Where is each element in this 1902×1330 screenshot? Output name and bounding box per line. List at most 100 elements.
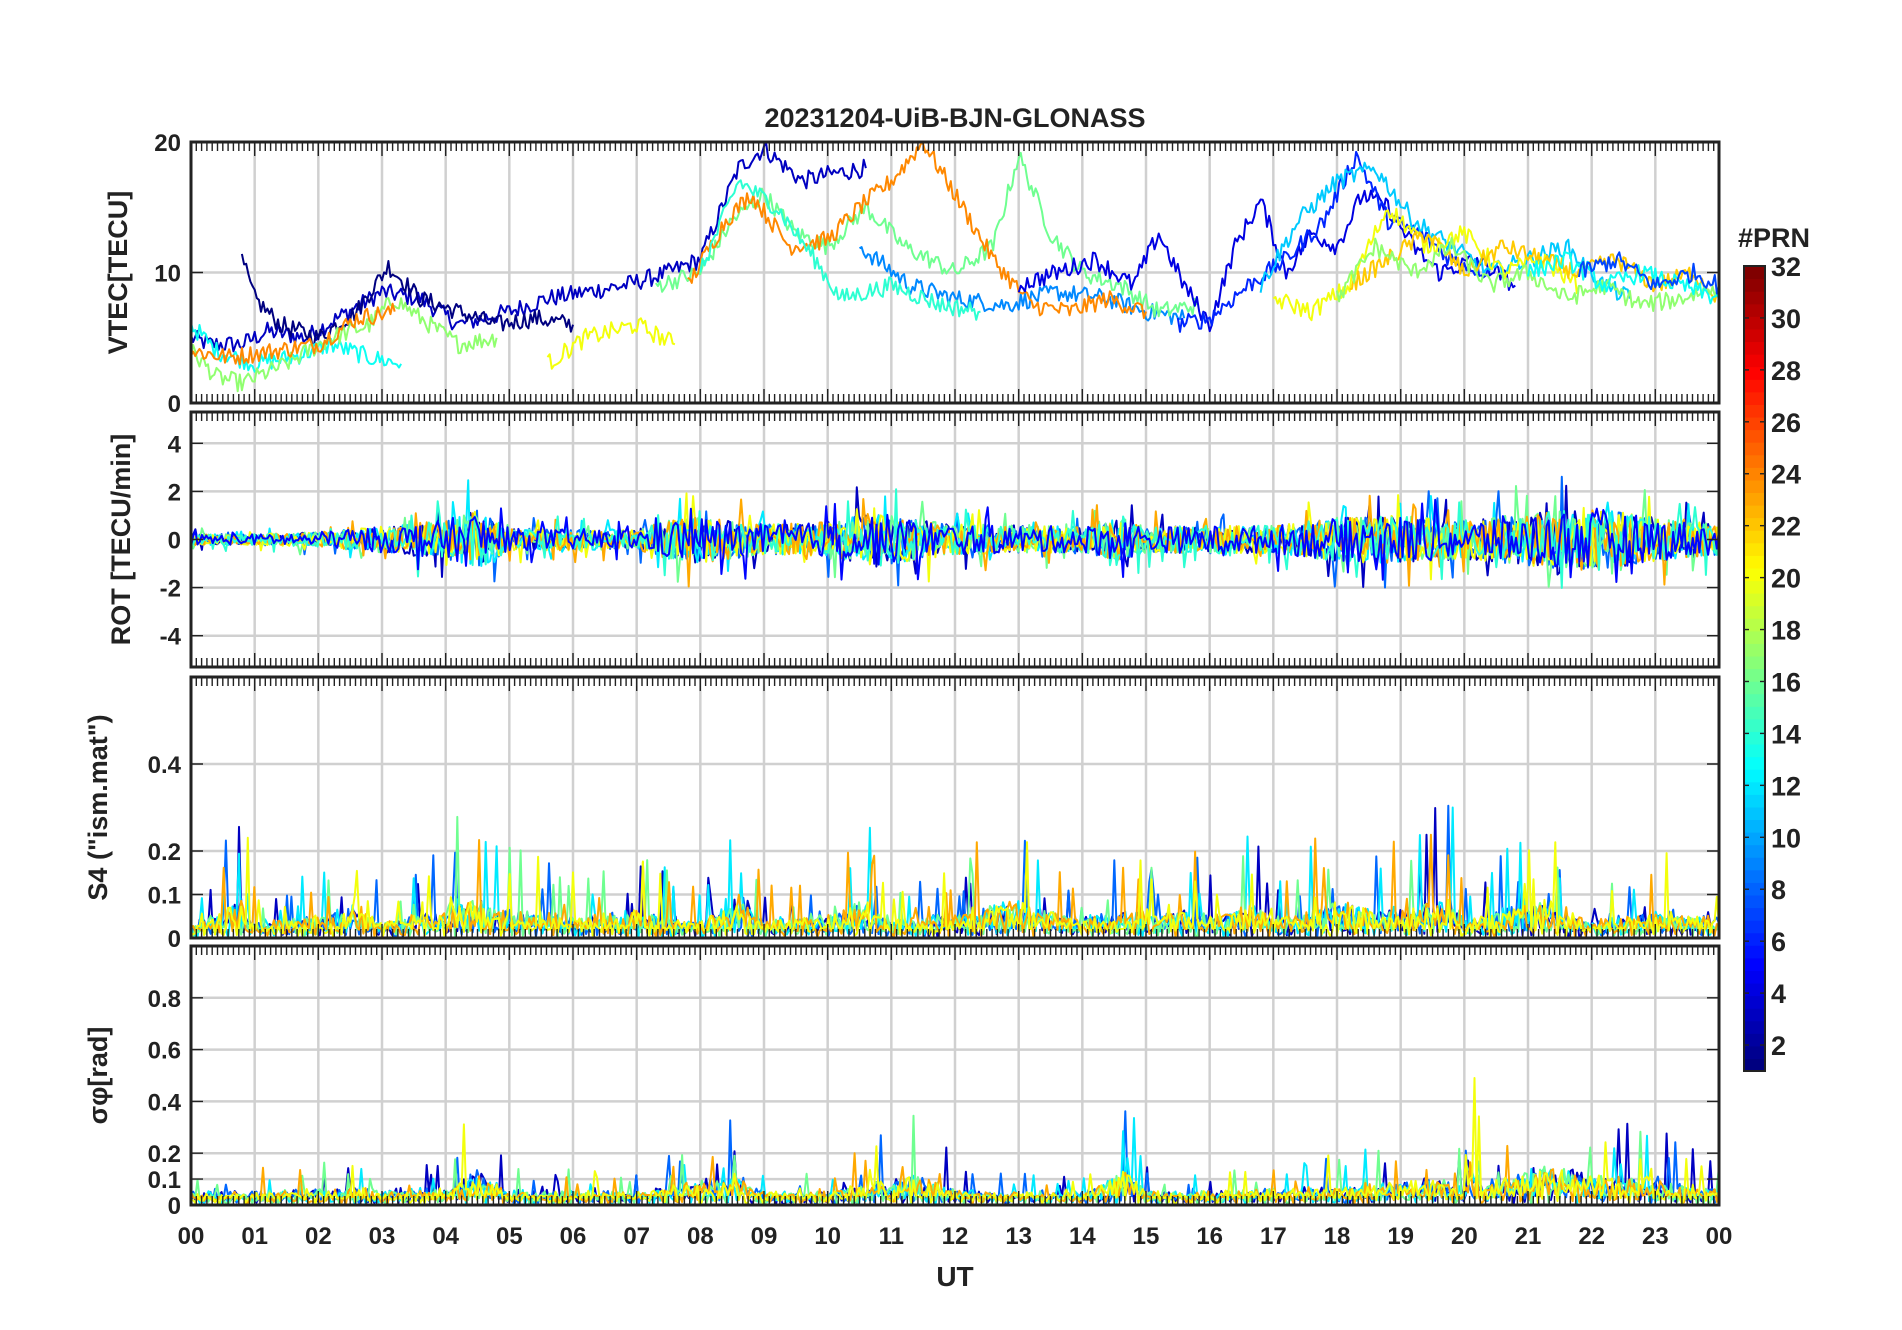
colorbar-segment <box>1744 316 1765 330</box>
colorbar-segment <box>1744 530 1765 544</box>
chart-title: 20231204-UiB-BJN-GLONASS <box>764 103 1145 133</box>
y-tick-label: 0 <box>168 528 181 555</box>
series-prn-1 <box>240 253 574 346</box>
colorbar-segment <box>1744 907 1765 921</box>
x-tick-label: 19 <box>1387 1223 1414 1250</box>
x-tick-label: 08 <box>687 1223 714 1250</box>
x-tick-label: 18 <box>1324 1223 1351 1250</box>
x-tick-label: 21 <box>1515 1223 1542 1250</box>
x-tick-label: 05 <box>496 1223 523 1250</box>
colorbar-segment <box>1744 593 1765 607</box>
colorbar-segment <box>1744 706 1765 720</box>
series-prn-17 <box>191 297 498 393</box>
colorbar-title: #PRN <box>1738 223 1810 253</box>
colorbar-segment <box>1744 291 1765 305</box>
colorbar-segment <box>1744 769 1765 783</box>
colorbar-segment <box>1744 945 1765 959</box>
y-tick-label: 10 <box>154 261 181 288</box>
colorbar-tick-label: 18 <box>1771 616 1801 646</box>
colorbar-segment <box>1744 517 1765 531</box>
x-tick-label: 03 <box>369 1223 396 1250</box>
x-tick-label: 01 <box>241 1223 268 1250</box>
colorbar-segment <box>1744 504 1765 519</box>
colorbar-segment <box>1744 618 1765 632</box>
colorbar-tick-label: 28 <box>1771 356 1801 386</box>
colorbar-segment <box>1744 794 1765 808</box>
x-tick-label: 12 <box>942 1223 969 1250</box>
series-prn-4 <box>1017 189 1516 333</box>
x-tick-label: 10 <box>814 1223 841 1250</box>
colorbar-segment <box>1744 655 1765 670</box>
colorbar-segment <box>1744 957 1765 971</box>
colorbar-segment <box>1744 668 1765 682</box>
y-tick-label: -2 <box>160 576 181 603</box>
y-tick-label: 20 <box>154 130 181 157</box>
x-tick-label: 04 <box>432 1223 459 1250</box>
x-tick-label: 00 <box>1706 1223 1733 1250</box>
x-tick-label: 11 <box>879 1223 904 1250</box>
y-axis-label: VTEC[TECU] <box>103 191 133 355</box>
y-tick-label: 0 <box>168 391 181 418</box>
colorbar-segment <box>1744 467 1765 481</box>
x-tick-label: 00 <box>178 1223 205 1250</box>
y-ticks <box>191 763 1719 939</box>
series-prn-13 <box>1527 251 1719 305</box>
colorbar-segment <box>1744 731 1765 745</box>
x-tick-label: 02 <box>305 1223 332 1250</box>
colorbar-segment <box>1744 442 1765 456</box>
colorbar-segment <box>1744 718 1765 732</box>
colorbar-segment <box>1744 832 1765 846</box>
colorbar-segment <box>1744 1020 1765 1034</box>
colorbar-segment <box>1744 681 1765 695</box>
colorbar-segment <box>1744 580 1765 594</box>
colorbar-segment <box>1744 781 1765 795</box>
colorbar-segment <box>1744 542 1765 556</box>
colorbar-tick-label: 26 <box>1771 408 1801 438</box>
y-ticks <box>191 997 1719 1206</box>
series-prn-24 <box>191 302 396 366</box>
x-ticks <box>190 946 1720 1205</box>
colorbar-segment <box>1744 932 1765 946</box>
y-tick-label: 0.6 <box>148 1038 181 1065</box>
y-tick-label: 0.8 <box>148 986 181 1013</box>
series-prn-9 <box>859 246 1186 325</box>
x-tick-label: 17 <box>1260 1223 1287 1250</box>
colorbar-segment <box>1744 982 1765 997</box>
x-tick-label: 06 <box>560 1223 587 1250</box>
x-tick-label: 16 <box>1196 1223 1223 1250</box>
y-tick-label: 0 <box>168 1193 181 1220</box>
colorbar-segment <box>1744 693 1765 707</box>
colorbar-frame <box>1743 265 1766 1072</box>
colorbar-tick-label: 32 <box>1771 252 1801 282</box>
colorbar-segment <box>1744 366 1765 380</box>
colorbar-segment <box>1744 416 1765 431</box>
series-prn-11 <box>1259 161 1631 301</box>
y-tick-label: 0.4 <box>148 1089 182 1116</box>
colorbar-segment <box>1744 844 1765 858</box>
colorbar-segment <box>1744 278 1765 292</box>
colorbar-segment <box>1744 567 1765 582</box>
colorbar-tick-label: 20 <box>1771 564 1801 594</box>
x-tick-label: 09 <box>751 1223 778 1250</box>
colorbar-segment <box>1744 920 1765 934</box>
colorbar-tick-label: 14 <box>1771 719 1801 749</box>
colorbar-segment <box>1744 643 1765 657</box>
colorbar-tick-label: 6 <box>1771 927 1786 957</box>
x-tick-label: 13 <box>1005 1223 1032 1250</box>
colorbar-segment <box>1744 303 1765 317</box>
series-prn-20 <box>546 317 676 370</box>
y-tick-label: 0.1 <box>148 1167 181 1194</box>
x-tick-label: 20 <box>1451 1223 1478 1250</box>
colorbar-segment <box>1744 756 1765 770</box>
colorbar-tick-label: 8 <box>1771 875 1786 905</box>
colorbar-segment <box>1744 404 1765 418</box>
colorbar-segment <box>1744 1033 1765 1047</box>
colorbar-segment <box>1744 379 1765 393</box>
panel-rot: -4 -2 0 2 4 ROT [TECU/min] <box>106 410 1721 669</box>
colorbar-tick-label: 12 <box>1771 771 1801 801</box>
y-axis-label: S4 ("ism.mat") <box>83 714 113 900</box>
colorbar-tick-label: 30 <box>1771 304 1801 334</box>
series-prn-5 <box>191 498 1719 583</box>
